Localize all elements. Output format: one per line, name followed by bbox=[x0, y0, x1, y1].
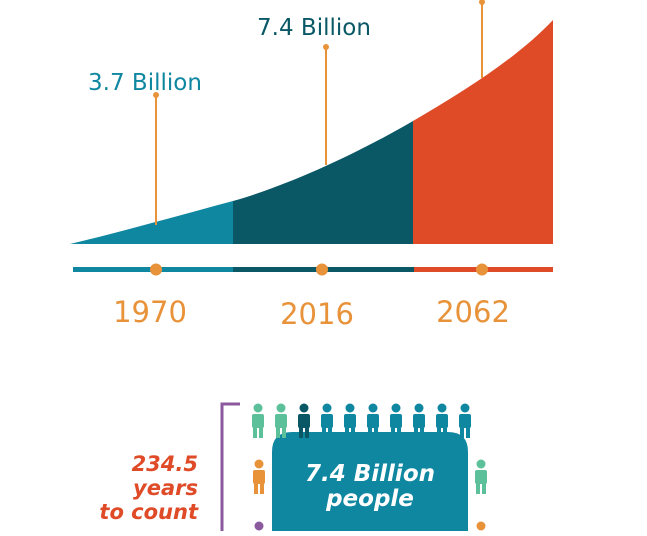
year-label-1970: 1970 bbox=[113, 295, 187, 329]
timeline-dot-1970 bbox=[150, 263, 162, 276]
growth-segment-2016 bbox=[233, 121, 413, 244]
timeline-dot-2062 bbox=[476, 263, 488, 276]
person-icon bbox=[252, 403, 264, 438]
person-icon bbox=[344, 403, 356, 438]
growth-segment-1970 bbox=[70, 201, 233, 244]
growth-segment-2062 bbox=[413, 20, 553, 244]
year-label-2016: 2016 bbox=[280, 297, 354, 331]
person-icon bbox=[413, 403, 425, 438]
person-icon bbox=[436, 403, 448, 438]
count-line-1: 234.5 bbox=[131, 452, 198, 476]
bracket bbox=[220, 402, 240, 531]
count-duration: 234.5 years to count bbox=[99, 452, 198, 524]
person-icon bbox=[390, 403, 402, 438]
pin-dot-1970 bbox=[153, 92, 159, 98]
population-label-1970: 3.7 Billion bbox=[88, 70, 202, 96]
person-icon bbox=[275, 403, 287, 438]
person-icon bbox=[367, 403, 379, 438]
pin-dot-2062 bbox=[479, 0, 485, 5]
people-box-line-2: people bbox=[326, 486, 414, 512]
pin-dot-2016 bbox=[323, 44, 329, 50]
person-icons bbox=[252, 403, 487, 531]
population-label-2016: 7.4 Billion bbox=[257, 15, 371, 41]
person-icon bbox=[459, 403, 471, 438]
count-line-2: years bbox=[133, 476, 198, 500]
person-icon bbox=[254, 521, 264, 531]
year-label-2062: 2062 bbox=[436, 295, 510, 329]
people-box-line-1: 7.4 Billion bbox=[305, 461, 435, 487]
people-box-text: 7.4 Billion people bbox=[272, 462, 468, 512]
person-icon bbox=[298, 403, 310, 438]
timeline-dot-2016 bbox=[316, 263, 328, 276]
count-line-3: to count bbox=[99, 500, 198, 524]
person-icon bbox=[476, 521, 486, 531]
person-icon bbox=[321, 403, 333, 438]
person-icon bbox=[253, 459, 265, 494]
person-icon bbox=[475, 459, 487, 494]
people-box bbox=[272, 432, 468, 531]
